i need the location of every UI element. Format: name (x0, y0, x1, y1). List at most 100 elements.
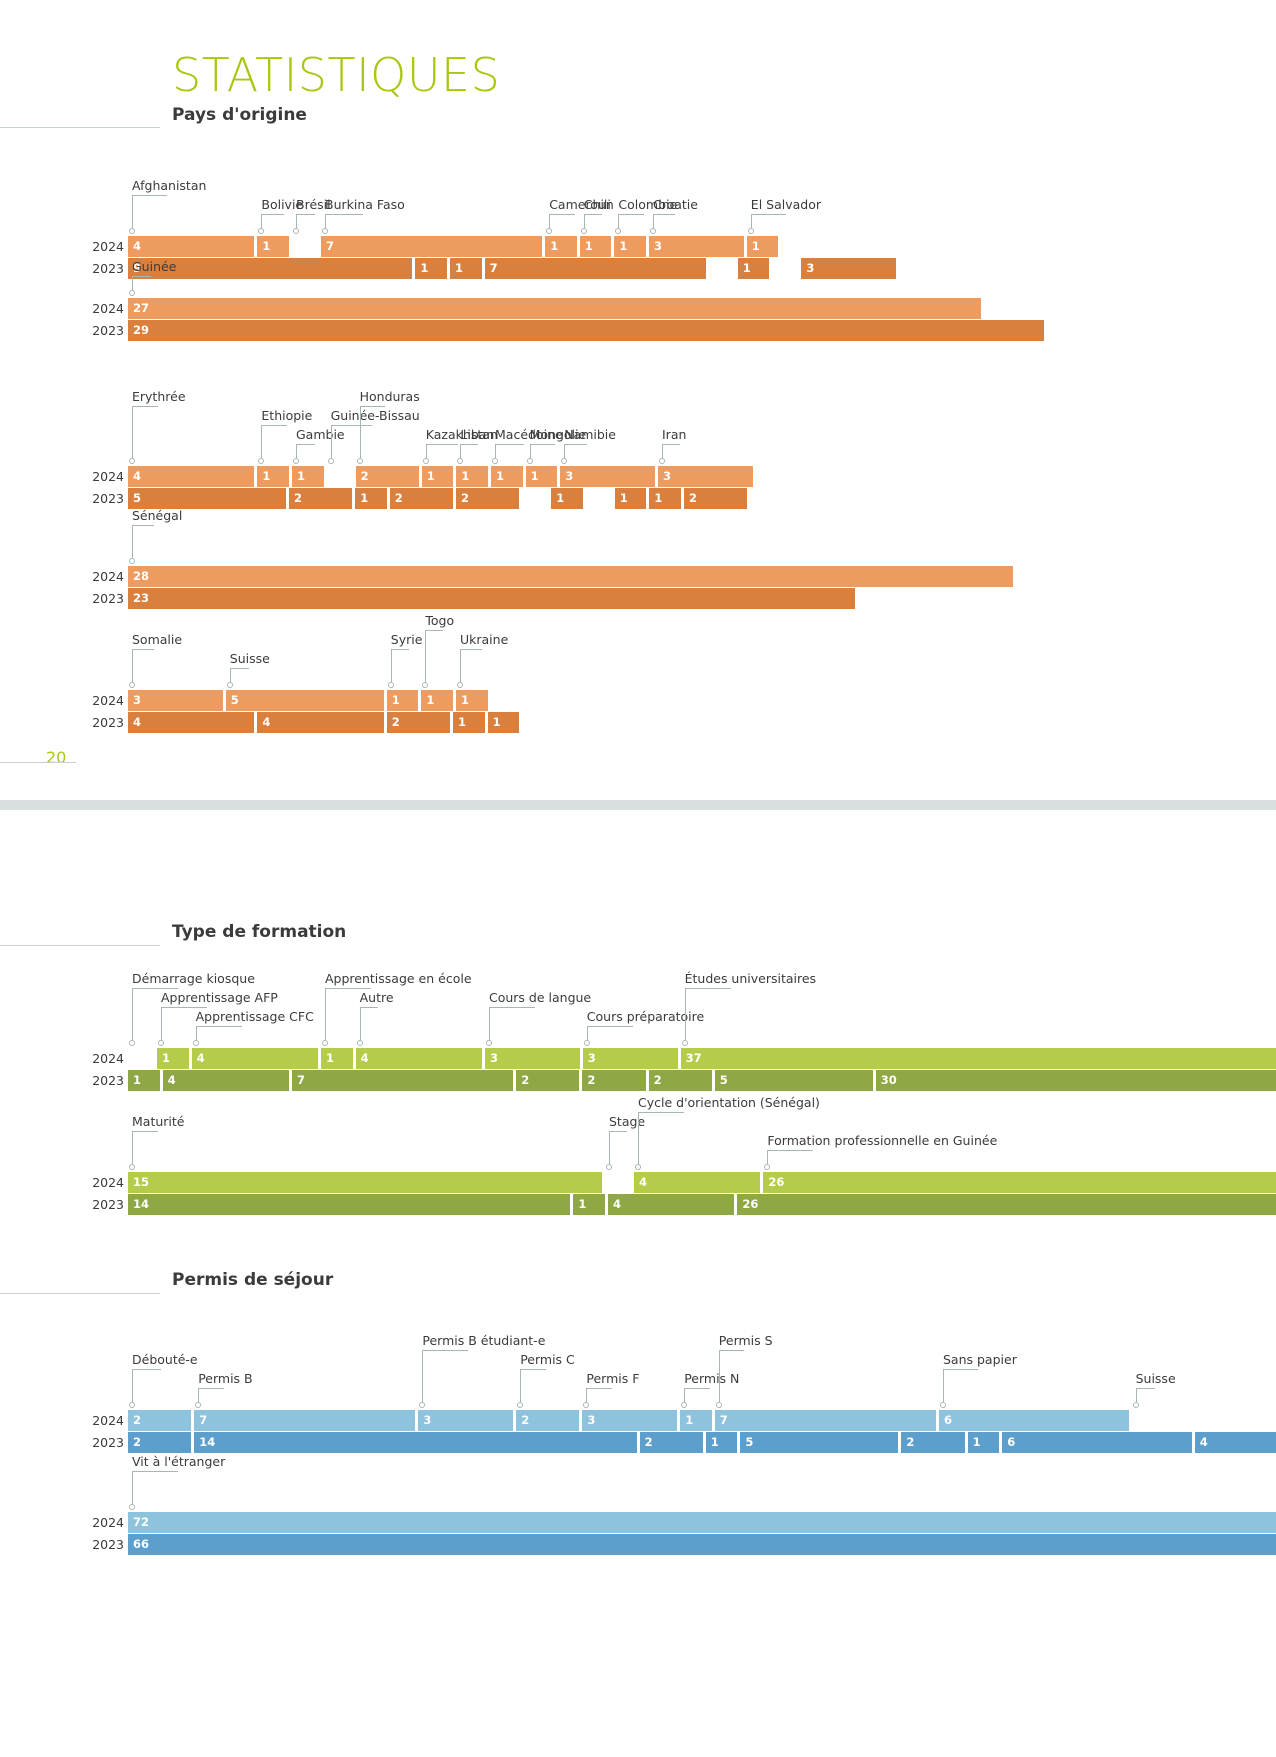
bar-segment: 2 (516, 1070, 580, 1091)
bar-segment: 23 (128, 588, 855, 609)
leader-dot (650, 228, 656, 234)
bar-segment: 9 (128, 258, 413, 279)
bar-segment: 1 (421, 466, 454, 487)
leader-vline (132, 406, 133, 458)
bar-segment: 4 (128, 236, 255, 257)
bar-segment: 2 (456, 488, 520, 509)
leader-dot (681, 1040, 688, 1046)
leader-hline (767, 1150, 814, 1151)
bar-segment: 1 (491, 466, 523, 487)
bar-segment: 1 (487, 712, 520, 733)
leader-hline (261, 214, 284, 215)
category-label: Cycle d'orientation (Sénégal) (638, 1095, 820, 1110)
page-separator-band (0, 800, 1276, 810)
leader-dot (129, 228, 135, 234)
leader-dot (129, 1164, 135, 1170)
category-label: Permis N (684, 1371, 740, 1386)
bar-segment: 1 (355, 488, 387, 509)
leader-dot (192, 1040, 199, 1046)
bar-segment: 2 (355, 466, 419, 487)
row-year-label: 2023 (92, 261, 124, 276)
category-label: Formation professionnelle en Guinée (767, 1133, 998, 1148)
bar-segment: 37 (680, 1048, 1276, 1069)
category-label: Permis F (586, 1371, 640, 1386)
leader-vline (750, 214, 752, 228)
section-rule-permis (0, 1293, 160, 1294)
bar-segment: 2 (639, 1432, 703, 1453)
bar-segment: 1 (573, 1194, 605, 1215)
category-label: Colombie (618, 197, 678, 212)
leader-hline (684, 1388, 710, 1389)
leader-hline (261, 425, 287, 426)
category-label: Bolivie (261, 197, 304, 212)
category-label: Cours de langue (489, 990, 592, 1005)
category-label: Apprentissage CFC (195, 1009, 314, 1024)
leader-vline (520, 1369, 522, 1402)
bar-segment: 1 (415, 258, 447, 279)
leader-hline (750, 214, 786, 215)
bar-segment: 1 (257, 236, 289, 257)
bar-segment: 1 (746, 236, 779, 257)
leader-dot (583, 1040, 590, 1046)
leader-dot (387, 682, 394, 688)
leader-vline (495, 444, 496, 458)
category-label: Syrie (390, 632, 423, 647)
leader-dot (195, 1402, 202, 1408)
leader-dot (580, 228, 587, 234)
bar-segment: 1 (967, 1432, 1000, 1453)
leader-dot (764, 1164, 771, 1170)
leader-vline (359, 406, 361, 458)
leader-vline (767, 1150, 769, 1164)
leader-vline (549, 214, 551, 228)
row-year-label: 2024 (92, 469, 124, 484)
leader-hline (684, 988, 731, 989)
leader-vline (161, 1007, 162, 1040)
leader-vline (653, 214, 654, 228)
leader-dot (226, 682, 233, 688)
bar-segment: 5 (128, 488, 286, 509)
category-label: Cameroun (549, 197, 614, 212)
bar-segment: 1 (649, 488, 681, 509)
category-label: Stage (609, 1114, 646, 1129)
leader-hline (161, 1007, 207, 1008)
bar-segment: 1 (157, 1048, 189, 1069)
leader-vline (684, 988, 686, 1040)
row-year-label: 2023 (92, 323, 124, 338)
leader-vline (296, 444, 297, 458)
bar-segment: 2 (684, 488, 748, 509)
category-label: Chili (583, 197, 611, 212)
bar-segment: 2 (901, 1432, 965, 1453)
page-separator-band-2 (0, 810, 1276, 813)
row-year-label: 2023 (92, 491, 124, 506)
leader-hline (662, 444, 680, 445)
leader-hline (586, 1026, 633, 1027)
bar-segment: 30 (875, 1070, 1276, 1091)
leader-dot (293, 458, 299, 464)
leader-vline (586, 1026, 588, 1040)
category-label: Namibie (564, 427, 616, 442)
bar-segment: 2 (128, 1432, 192, 1453)
leader-dot (659, 458, 665, 464)
bar-segment: 2 (516, 1410, 580, 1431)
leader-hline (132, 525, 155, 526)
bar-segment: 1 (456, 466, 488, 487)
category-label: Gambie (296, 427, 345, 442)
bar-segment: 29 (128, 320, 1045, 341)
leader-hline (325, 988, 371, 989)
leader-dot (129, 1402, 135, 1408)
category-label: Croatie (653, 197, 698, 212)
category-label: Iran (662, 427, 687, 442)
leader-hline (195, 1026, 242, 1027)
row-year-label: 2023 (92, 1435, 124, 1450)
category-label: Sénégal (132, 508, 183, 523)
page-number-rule (0, 762, 76, 763)
bar-segment: 1 (292, 466, 324, 487)
row-year-label: 2024 (92, 1051, 124, 1066)
section-heading-formation: Type de formation (172, 922, 347, 942)
leader-hline (618, 214, 644, 215)
row-year-label: 2023 (92, 591, 124, 606)
category-label: Burkina Faso (325, 197, 405, 212)
leader-vline (583, 214, 585, 228)
leader-vline (132, 195, 133, 228)
bar-segment: 3 (649, 236, 744, 257)
